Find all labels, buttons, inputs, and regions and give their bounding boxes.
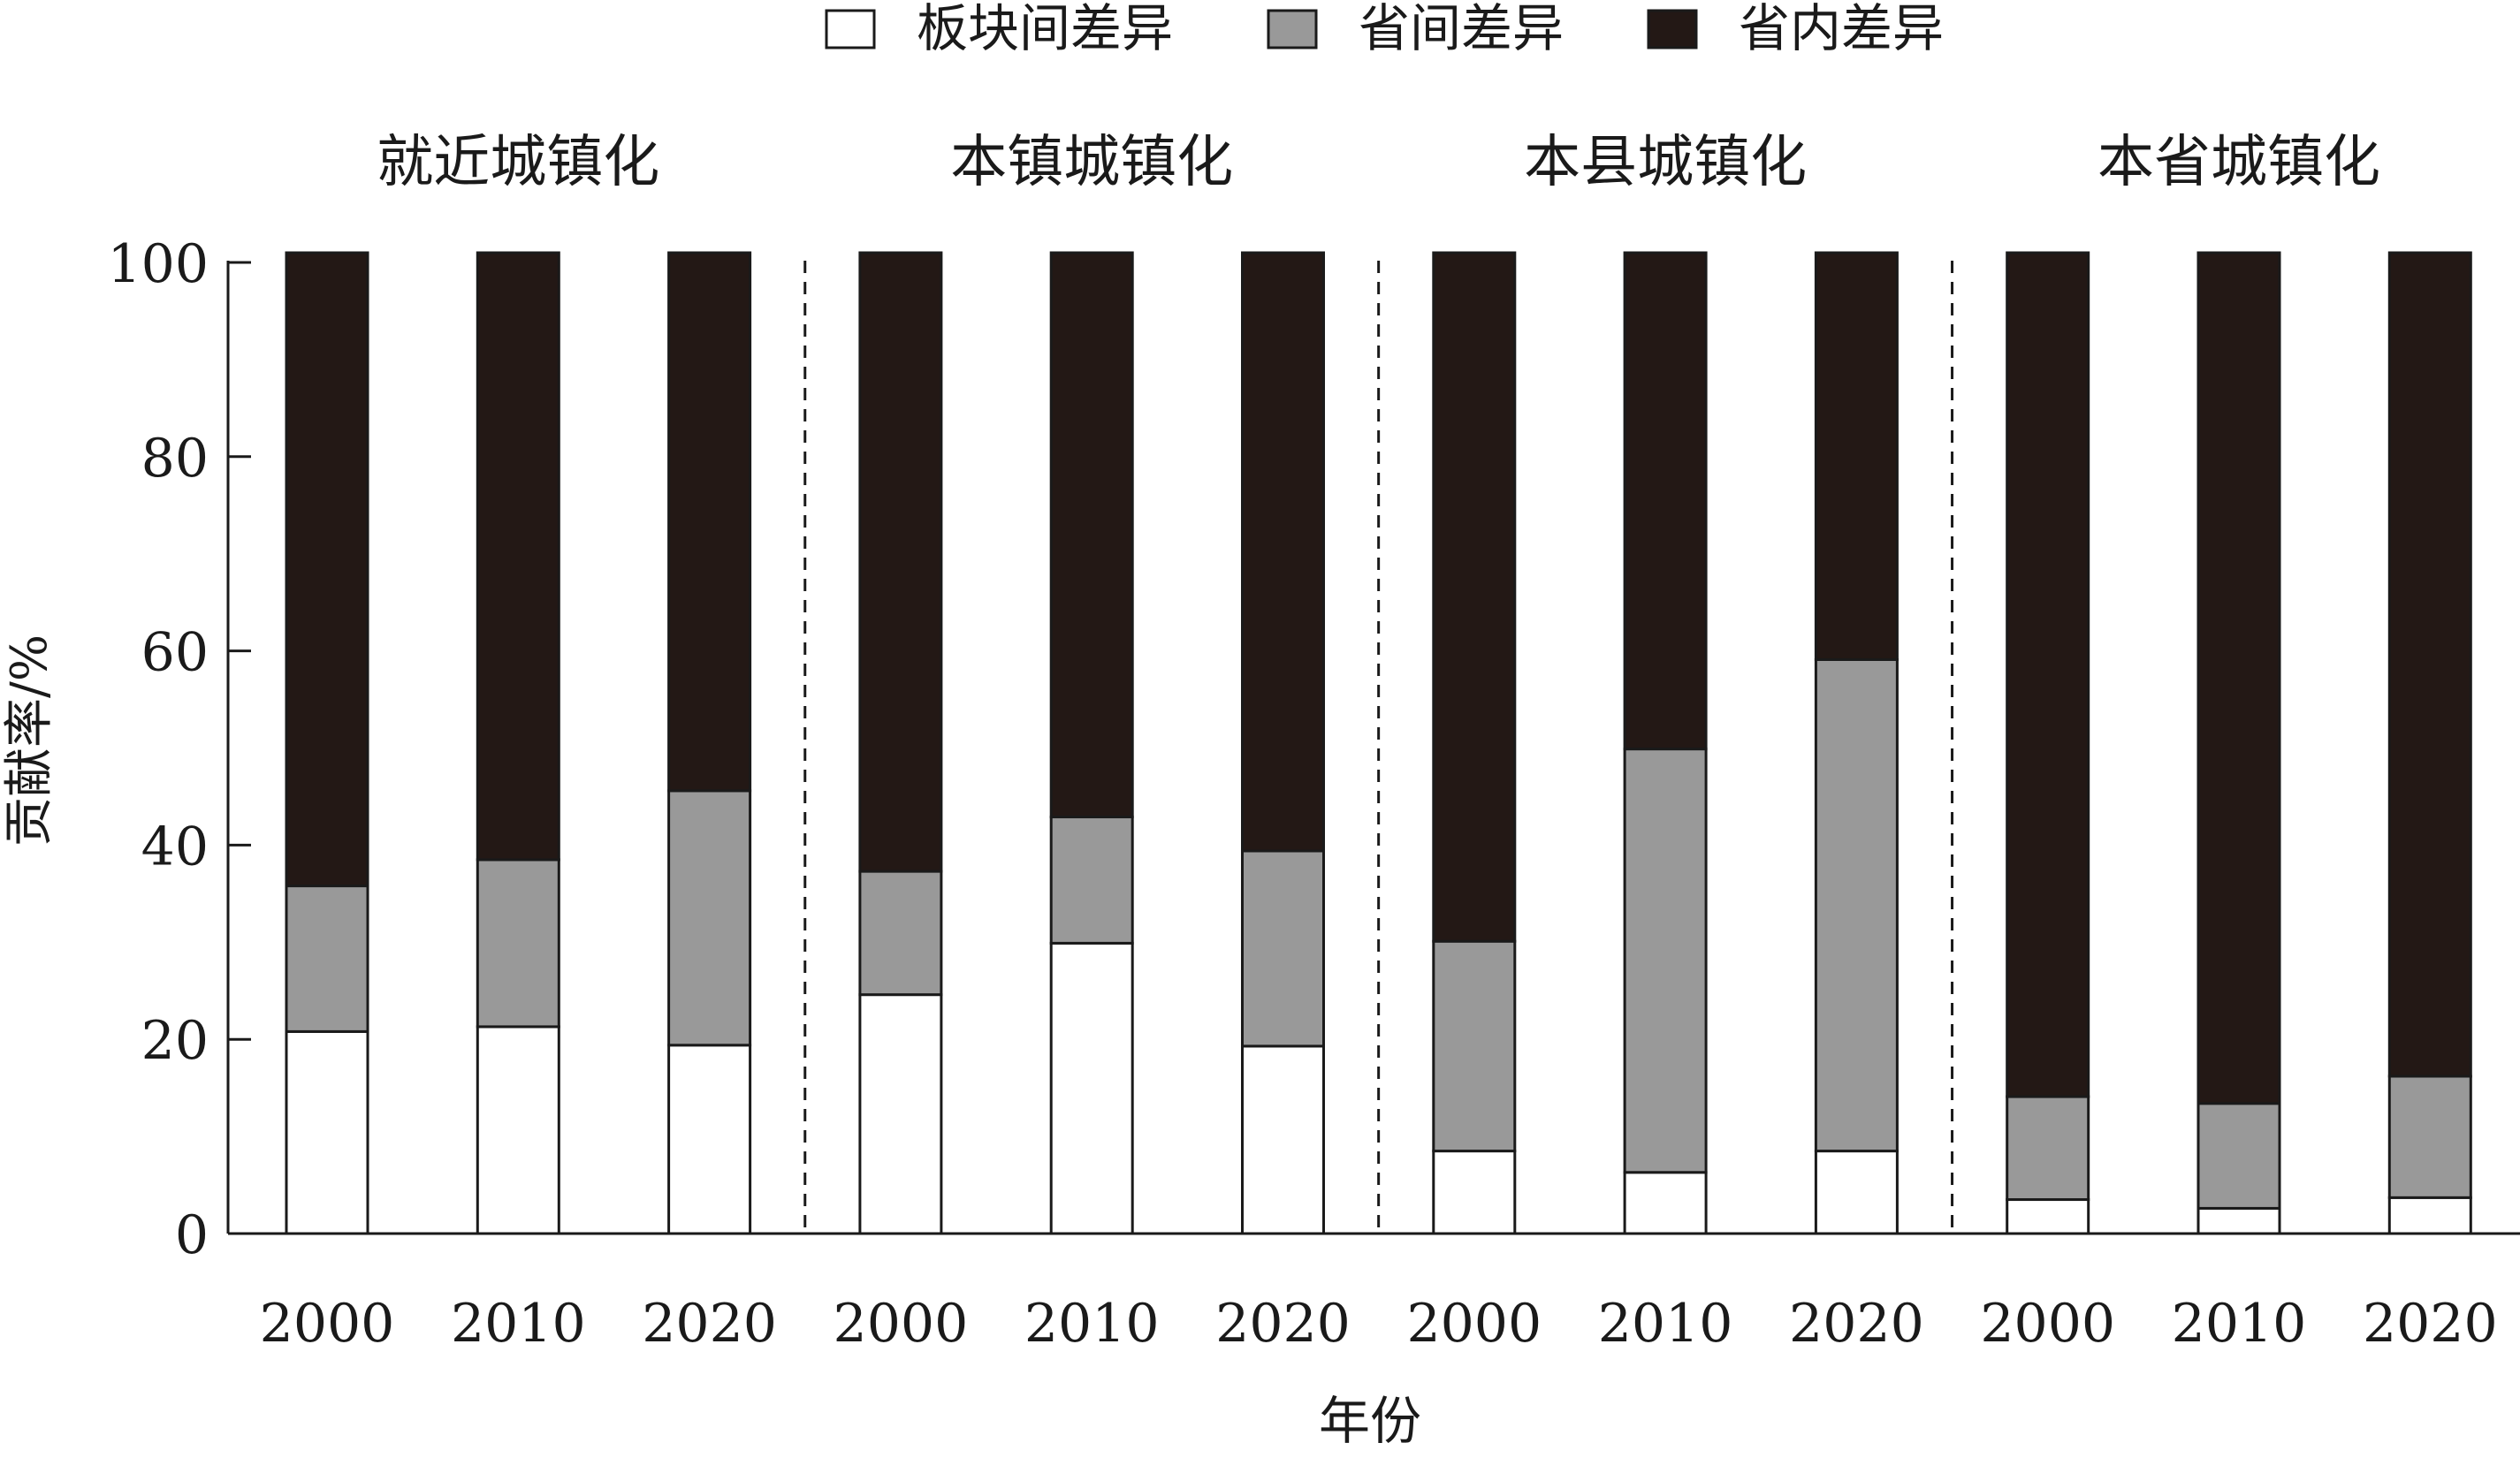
- y-tick-label: 100: [107, 233, 209, 295]
- bar-segment: [858, 251, 943, 873]
- bar-segment: [1432, 251, 1517, 943]
- x-axis-label: 年份: [1319, 1391, 1421, 1451]
- bar-segment: [1432, 939, 1517, 1153]
- bar-segment: [2006, 1198, 2090, 1235]
- y-tick-label: 40: [141, 816, 209, 877]
- legend-swatch: [1267, 9, 1318, 49]
- legend: 板块间差异 省间差异 省内差异: [825, 0, 1944, 58]
- x-tick-label: 2000: [834, 1293, 969, 1355]
- bar-segment: [285, 885, 369, 1033]
- y-tick-label: 60: [141, 622, 209, 684]
- legend-label: 板块间差异: [917, 0, 1173, 58]
- bar-segment: [2387, 1196, 2472, 1235]
- bar-segment: [1814, 251, 1899, 661]
- bar-segment: [2196, 1102, 2281, 1210]
- legend-label: 省内差异: [1739, 0, 1944, 58]
- bar-segment: [667, 1044, 752, 1235]
- bar-segment: [858, 869, 943, 997]
- bar-segment: [1623, 748, 1708, 1174]
- x-tick-label: 2010: [1024, 1293, 1160, 1355]
- bar-segment: [285, 1029, 369, 1235]
- bar-segment: [2006, 1095, 2090, 1202]
- bar-segment: [667, 789, 752, 1047]
- legend-label: 省间差异: [1359, 0, 1564, 58]
- y-tick-label: 80: [141, 428, 209, 490]
- bar-segment: [1241, 1044, 1325, 1235]
- bar-segment: [1432, 1150, 1517, 1235]
- group-title: 本县城镇化: [1524, 130, 1807, 195]
- axes: 0 20 40 60 80 100 2000 2010 2020 2000 2010 2020 2000…: [107, 233, 2520, 1355]
- plot-area: [285, 251, 2472, 1235]
- bar-segment: [2196, 1206, 2281, 1235]
- x-tick-label: 2020: [1789, 1293, 1924, 1355]
- bar-segment: [2387, 251, 2472, 1078]
- bar-segment: [1623, 1171, 1708, 1235]
- y-axis-label: 贡献率/%: [1, 634, 58, 847]
- bar-segment: [1623, 251, 1708, 751]
- x-tick-label: 2010: [451, 1293, 586, 1355]
- bar-segment: [1814, 657, 1899, 1153]
- x-tick-label: 2000: [1406, 1293, 1542, 1355]
- bar-segment: [1049, 251, 1134, 819]
- bar-segment: [1241, 849, 1325, 1048]
- bar-segment: [476, 1025, 560, 1235]
- legend-swatch: [1647, 9, 1698, 49]
- x-tick-label: 2010: [1598, 1293, 1733, 1355]
- group-title: 就近城镇化: [377, 130, 659, 195]
- bar-segment: [667, 251, 752, 793]
- group-title: 本省城镇化: [2097, 130, 2380, 195]
- bar-segment: [1241, 251, 1325, 853]
- y-tick-label: 20: [141, 1010, 209, 1072]
- x-tick-label: 2010: [2172, 1293, 2307, 1355]
- x-tick-label: 2000: [1980, 1293, 2115, 1355]
- bar-segment: [858, 993, 943, 1235]
- x-tick-label: 2000: [260, 1293, 395, 1355]
- group-titles: 就近城镇化 本镇城镇化 本县城镇化 本省城镇化: [377, 130, 2380, 195]
- x-tick-label: 2020: [642, 1293, 777, 1355]
- group-title: 本镇城镇化: [950, 130, 1233, 195]
- x-tick-label: 2020: [2363, 1293, 2498, 1355]
- bar-segment: [1814, 1150, 1899, 1235]
- bar-segment: [476, 251, 560, 862]
- bar-segment: [1049, 941, 1134, 1235]
- bar-segment: [2387, 1075, 2472, 1199]
- y-tick-label: 0: [175, 1204, 209, 1266]
- legend-swatch: [825, 9, 876, 49]
- bar-segment: [2196, 251, 2281, 1105]
- bar-segment: [476, 858, 560, 1029]
- bar-segment: [2006, 251, 2090, 1098]
- bar-segment: [285, 251, 369, 888]
- bar-segment: [1049, 816, 1134, 945]
- x-tick-label: 2020: [1215, 1293, 1351, 1355]
